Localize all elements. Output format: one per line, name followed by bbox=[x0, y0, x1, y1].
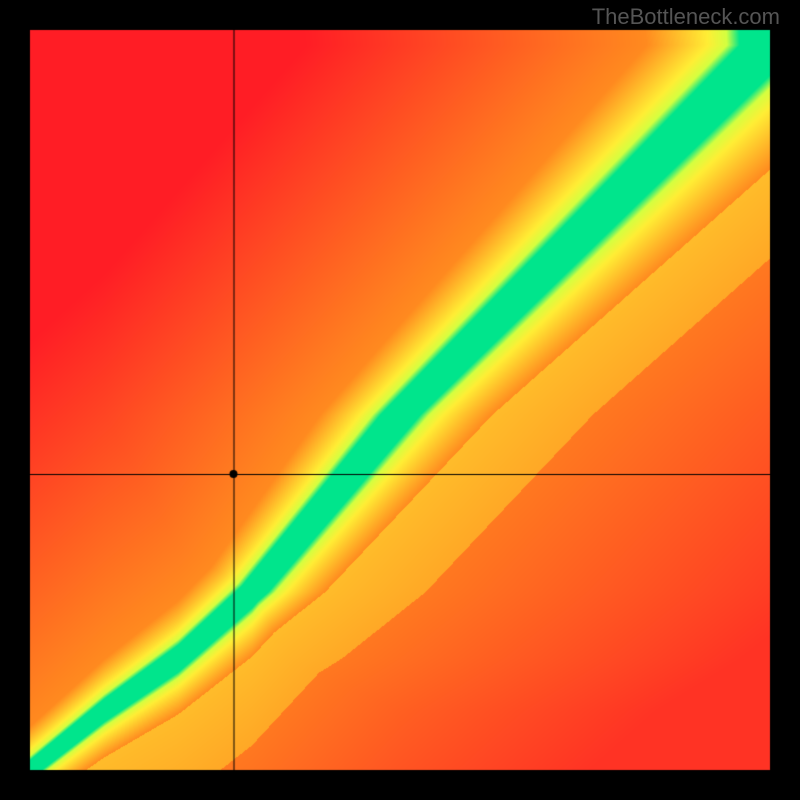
chart-container: TheBottleneck.com bbox=[0, 0, 800, 800]
watermark-text: TheBottleneck.com bbox=[592, 4, 780, 30]
heatmap-canvas bbox=[0, 0, 800, 800]
